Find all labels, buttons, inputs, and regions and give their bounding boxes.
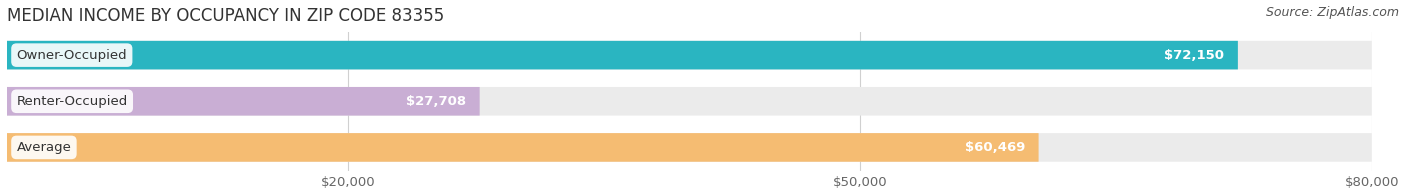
Text: Source: ZipAtlas.com: Source: ZipAtlas.com (1265, 6, 1399, 19)
FancyBboxPatch shape (7, 87, 1372, 116)
Text: MEDIAN INCOME BY OCCUPANCY IN ZIP CODE 83355: MEDIAN INCOME BY OCCUPANCY IN ZIP CODE 8… (7, 7, 444, 25)
FancyBboxPatch shape (7, 41, 1372, 69)
Text: $27,708: $27,708 (406, 95, 465, 108)
FancyBboxPatch shape (7, 133, 1039, 162)
FancyBboxPatch shape (7, 41, 1237, 69)
FancyBboxPatch shape (7, 133, 1372, 162)
Text: Owner-Occupied: Owner-Occupied (17, 49, 127, 62)
Text: Renter-Occupied: Renter-Occupied (17, 95, 128, 108)
Text: $72,150: $72,150 (1164, 49, 1225, 62)
Text: Average: Average (17, 141, 72, 154)
Text: $60,469: $60,469 (965, 141, 1025, 154)
FancyBboxPatch shape (7, 87, 479, 116)
